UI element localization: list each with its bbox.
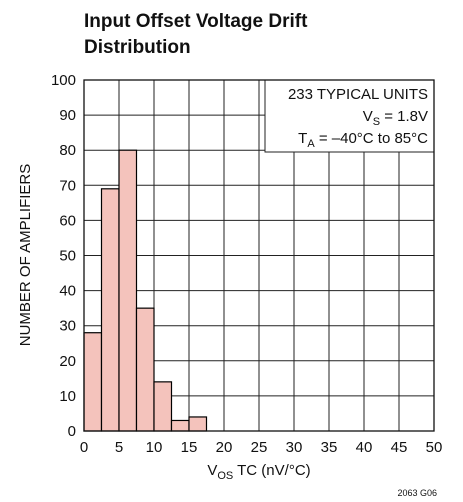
annotation: TA = –40°C to 85°C <box>298 130 428 150</box>
y-axis-label: NUMBER OF AMPLIFIERS <box>17 164 34 347</box>
annotation-text: = 1.8V <box>380 108 428 125</box>
annotation-sub: S <box>373 116 380 128</box>
y-tick-label: 30 <box>59 318 76 335</box>
bar <box>188 416 208 432</box>
y-tick-label: 40 <box>59 283 76 300</box>
bar <box>153 381 173 432</box>
x-tick-label: 15 <box>181 439 198 456</box>
annotation-sub: A <box>307 138 315 150</box>
x-axis-label-text: V <box>207 462 217 479</box>
annotation-text: = –40°C to 85°C <box>315 130 428 147</box>
x-tick-label: 30 <box>286 439 303 456</box>
chart-title: Distribution <box>84 37 191 58</box>
footnote: 2063 G06 <box>397 488 437 498</box>
x-tick-label: 35 <box>321 439 338 456</box>
x-tick-label: 10 <box>146 439 163 456</box>
bar <box>83 332 103 432</box>
x-tick-label: 40 <box>356 439 373 456</box>
annotation-text: 233 TYPICAL UNITS <box>288 86 428 103</box>
annotation-box <box>264 79 435 153</box>
x-tick-label: 0 <box>80 439 88 456</box>
bar <box>170 419 190 432</box>
bar <box>135 307 155 432</box>
annotation-text: V <box>363 108 373 125</box>
chart-title: Input Offset Voltage Drift <box>84 11 308 32</box>
x-tick-label: 50 <box>426 439 443 456</box>
x-tick-label: 45 <box>391 439 408 456</box>
y-tick-label: 90 <box>59 107 76 124</box>
y-tick-label: 70 <box>59 177 76 194</box>
x-tick-label: 25 <box>251 439 268 456</box>
plot-frame <box>83 79 435 432</box>
x-axis-label-text: TC (nV/°C) <box>233 462 310 479</box>
y-tick-label: 80 <box>59 142 76 159</box>
y-tick-label: 10 <box>59 388 76 405</box>
y-tick-label: 50 <box>59 248 76 265</box>
bar <box>100 188 120 432</box>
annotation-text: T <box>298 130 307 147</box>
x-tick-label: 20 <box>216 439 233 456</box>
y-tick-label: 60 <box>59 212 76 229</box>
x-axis-label: VOS TC (nV/°C) <box>207 462 310 482</box>
annotation: 233 TYPICAL UNITS <box>288 86 428 103</box>
annotation: VS = 1.8V <box>363 108 428 128</box>
x-tick-label: 5 <box>115 439 123 456</box>
x-axis-label-sub: OS <box>217 470 233 482</box>
bar <box>118 149 138 432</box>
y-tick-label: 100 <box>51 72 76 89</box>
y-tick-label: 0 <box>68 423 76 440</box>
y-tick-label: 20 <box>59 353 76 370</box>
